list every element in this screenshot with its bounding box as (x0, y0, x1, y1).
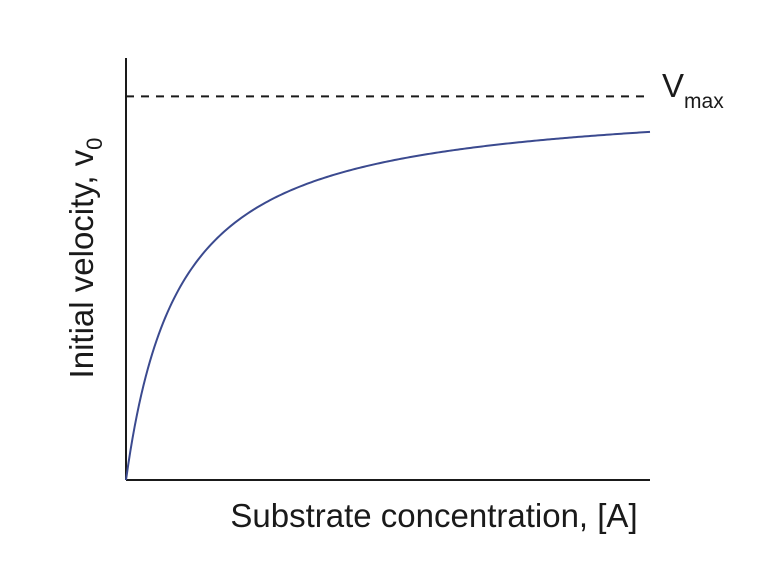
y-axis-title-sub: 0 (82, 138, 107, 150)
vmax-label-sub: max (684, 90, 724, 113)
y-axis-title: Initial velocity, v0 (63, 138, 107, 379)
y-axis-title-main: Initial velocity, v (63, 149, 100, 378)
vmax-label: Vmax (662, 67, 724, 113)
x-axis-title: Substrate concentration, [A] (230, 497, 637, 534)
velocity-curve-series (125, 130, 651, 481)
plot-area (125, 58, 651, 481)
vmax-label-main: V (662, 67, 684, 104)
